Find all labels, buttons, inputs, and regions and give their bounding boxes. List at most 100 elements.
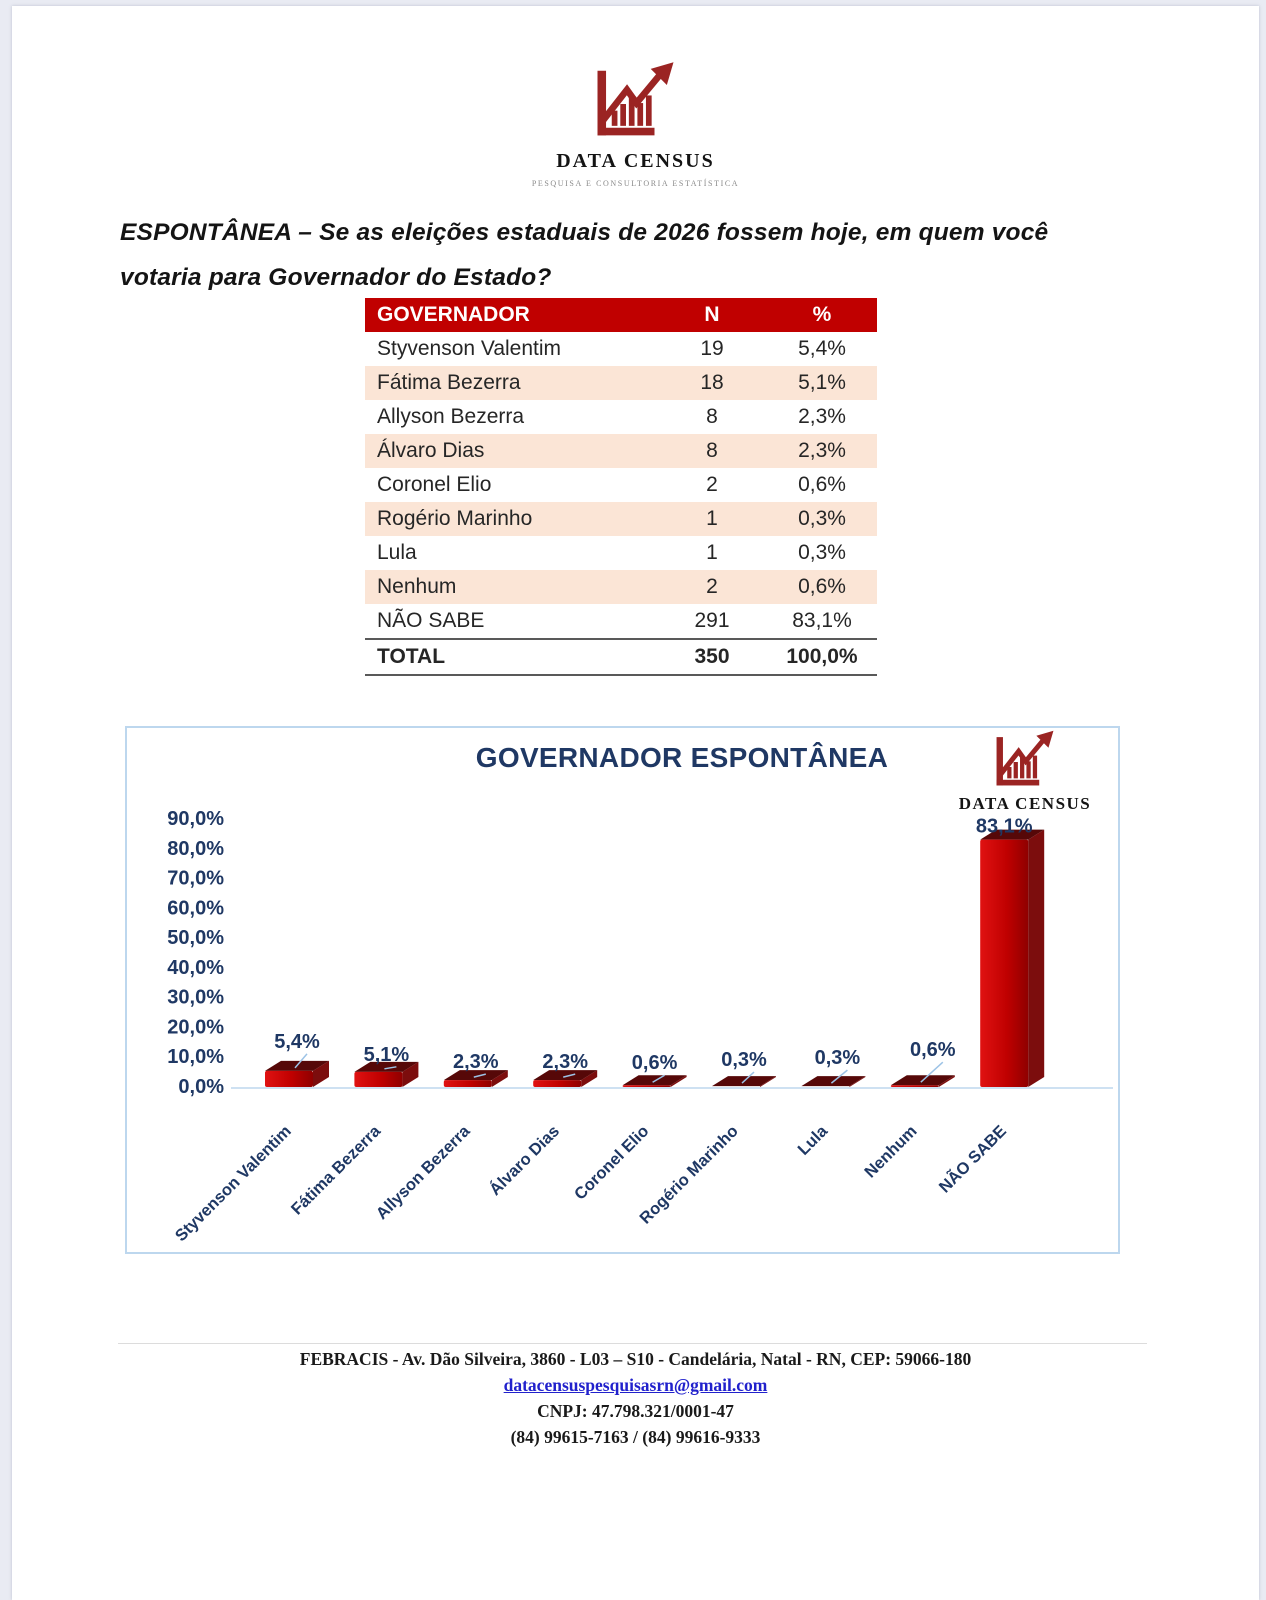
table-row: Coronel Elio 2 0,6% (365, 468, 877, 502)
category-label: Rogério Marinho (636, 1122, 741, 1227)
category-label: Nenhum (861, 1122, 920, 1181)
table-row: Nenhum 2 0,6% (365, 570, 877, 604)
category-label: NÃO SABE (934, 1121, 1010, 1197)
bar-value-label: 83,1% (976, 816, 1033, 838)
watermark-title: DATA CENSUS (958, 794, 1092, 813)
bar-value-label: 2,3% (453, 1051, 499, 1073)
footer: FEBRACIS - Av. Dão Silveira, 3860 - L03 … (12, 1346, 1259, 1450)
table-row: Rogério Marinho 1 0,3% (365, 502, 877, 536)
footer-address: FEBRACIS - Av. Dão Silveira, 3860 - L03 … (299, 1349, 972, 1369)
table-cell: 291 (694, 609, 730, 632)
chart-bar-side (1028, 829, 1045, 1087)
bar-value-label: 5,4% (274, 1031, 320, 1053)
leader-line (384, 1066, 397, 1070)
table-cell: Lula (377, 541, 417, 564)
report-page: DATA CENSUS PESQUISA E CONSULTORIA ESTAT… (12, 6, 1259, 1600)
table-cell: 19 (700, 337, 724, 360)
bar-value-label: 0,3% (815, 1047, 861, 1069)
chart-bar-side (402, 1061, 419, 1087)
category-label: Styvenson Valentim (172, 1122, 295, 1245)
leader-line (920, 1061, 944, 1083)
chart-bar-side (938, 1075, 955, 1087)
header-pct: % (767, 298, 877, 332)
table-cell: 5,4% (798, 337, 846, 360)
table-cell: 2 (706, 473, 718, 496)
table-cell: 0,3% (798, 507, 846, 530)
category-label: Fátima Bezerra (288, 1122, 385, 1219)
bar-value-label: 0,6% (910, 1039, 956, 1061)
total-pct: 100,0% (767, 638, 877, 676)
table-row: Allyson Bezerra 8 2,3% (365, 400, 877, 434)
bar-value-label: 5,1% (364, 1044, 410, 1066)
bar-chart-arrow-icon (950, 730, 1100, 794)
y-tick-label: 20,0% (167, 1016, 224, 1038)
chart-bar (890, 1085, 939, 1087)
table-cell: Coronel Elio (377, 473, 492, 496)
footer-cnpj: CNPJ: 47.798.321/0001-47 (537, 1401, 734, 1421)
y-tick-label: 0,0% (178, 1076, 224, 1098)
table-cell: 2 (706, 575, 718, 598)
results-table: GOVERNADOR N % Styvenson Valentim 19 5,4% F… (365, 298, 877, 676)
chart-bar (533, 1080, 582, 1087)
y-tick-label: 60,0% (167, 897, 224, 919)
category-label: Coronel Elio (571, 1122, 652, 1203)
table-row: Styvenson Valentim 19 5,4% (365, 332, 877, 366)
footer-phones: (84) 99615-7163 / (84) 99616-9333 (510, 1427, 761, 1447)
table-cell: 18 (700, 371, 724, 394)
y-tick-label: 40,0% (167, 957, 224, 979)
y-tick-label: 70,0% (167, 868, 224, 890)
chart-bar-top (533, 1070, 598, 1081)
leader-line (741, 1071, 755, 1084)
survey-question: ESPONTÂNEA – Se as eleições estaduais de… (120, 210, 1130, 300)
footer-email-link[interactable]: datacensuspesquisasrn@gmail.com (503, 1375, 768, 1395)
total-label: TOTAL (365, 638, 657, 676)
table-cell: 1 (706, 507, 718, 530)
y-tick-label: 80,0% (167, 838, 224, 860)
table-cell: 8 (706, 405, 718, 428)
table-row: Fátima Bezerra 18 5,1% (365, 366, 877, 400)
chart-panel: DATA CENSUS GOVERNADOR ESPONTÂNEA 90,0% 8… (125, 726, 1120, 1254)
bar-value-label: 0,3% (721, 1049, 767, 1071)
table-header-row: GOVERNADOR N % (365, 298, 877, 332)
results-table-body: Styvenson Valentim 19 5,4% Fátima Bezerra 18… (365, 332, 877, 639)
table-total-row: TOTAL 350 100,0% (365, 638, 877, 676)
chart-bar (265, 1070, 313, 1087)
table-row: Lula 1 0,3% (365, 536, 877, 570)
table-cell: Styvenson Valentim (377, 337, 562, 360)
category-label: Allyson Bezerra (373, 1122, 474, 1223)
chart-plot: 90,0% 80,0% 70,0% 60,0% 50,0% 40,0% 30,0% 20,0%… (167, 808, 1113, 1245)
chart-bar-side (313, 1060, 329, 1087)
chart-bar-side (849, 1076, 866, 1087)
chart-bar-side (491, 1070, 508, 1087)
question-line-1: ESPONTÂNEA – Se as eleições estaduais de… (120, 219, 1049, 246)
y-tick-label: 50,0% (167, 927, 224, 949)
table-cell: 83,1% (792, 609, 852, 632)
chart-title: GOVERNADOR ESPONTÂNEA (475, 742, 889, 773)
data-census-logo: DATA CENSUS PESQUISA E CONSULTORIA ESTAT… (12, 60, 1259, 188)
leader-line (473, 1073, 486, 1078)
leader-line (563, 1073, 576, 1078)
y-tick-label: 30,0% (167, 987, 224, 1009)
footer-divider (118, 1343, 1147, 1344)
chart-bar-top (354, 1061, 419, 1072)
table-cell: Nenhum (377, 575, 457, 598)
bar-chart-arrow-icon (12, 60, 1259, 148)
y-tick-label: 90,0% (167, 808, 224, 830)
header-n: N (657, 298, 767, 332)
logo-subtitle: PESQUISA E CONSULTORIA ESTATÍSTICA (531, 179, 740, 188)
table-cell: Rogério Marinho (377, 507, 533, 530)
leader-line (652, 1074, 665, 1083)
table-cell: 8 (706, 439, 718, 462)
chart-bar (443, 1080, 492, 1087)
table-row: Álvaro Dias 8 2,3% (365, 434, 877, 468)
table-cell: NÃO SABE (377, 609, 485, 632)
chart-bar (980, 839, 1029, 1087)
chart-bar (354, 1071, 403, 1087)
leader-line (294, 1053, 308, 1069)
bar-value-label: 0,6% (632, 1052, 678, 1074)
category-label: Lula (795, 1122, 832, 1159)
y-tick-label: 10,0% (167, 1046, 224, 1068)
table-cell: Fátima Bezerra (377, 371, 521, 394)
table-cell: 0,3% (798, 541, 846, 564)
